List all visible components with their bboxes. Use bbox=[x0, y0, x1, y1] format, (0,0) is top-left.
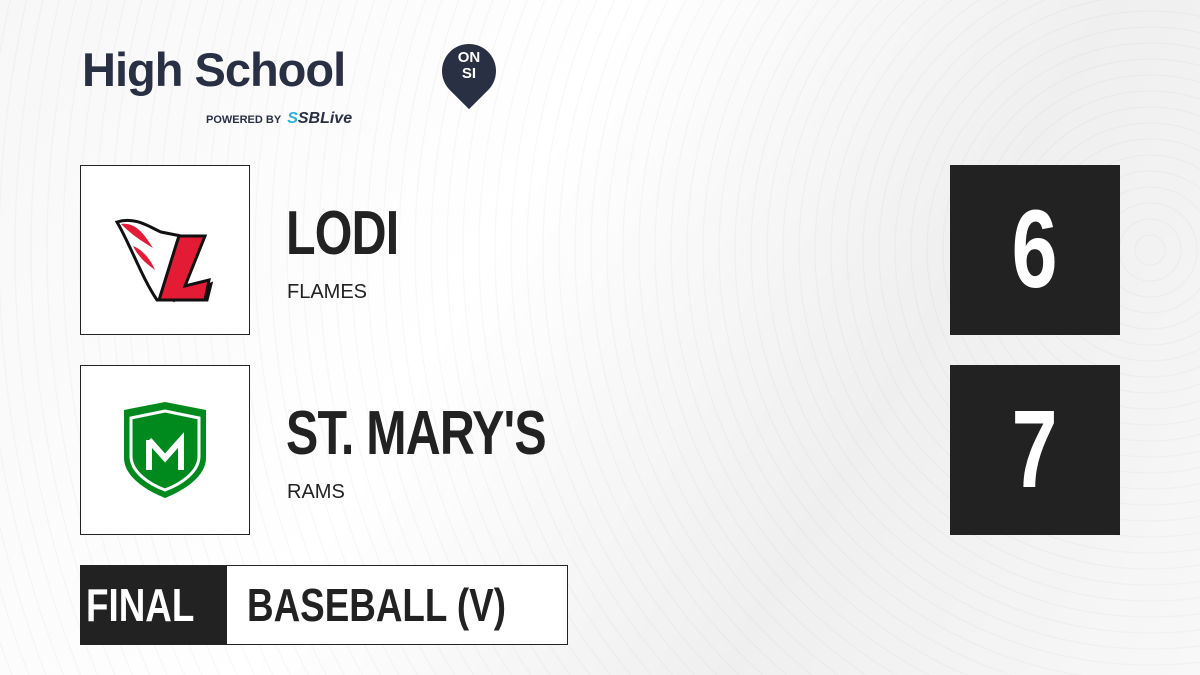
score-value: 7 bbox=[1012, 388, 1058, 511]
team-name: ST. MARY'S bbox=[286, 399, 547, 468]
sblive-logo: SSBLive bbox=[287, 110, 352, 127]
team-logo-lodi bbox=[80, 165, 250, 335]
team-name: LODI bbox=[286, 199, 399, 268]
on-si-badge: ON SI bbox=[442, 50, 496, 82]
team-score: 6 bbox=[950, 165, 1120, 335]
badge-top: ON bbox=[457, 49, 481, 66]
powered-by-label: POWERED BY bbox=[206, 114, 282, 126]
game-status-bar: FINAL BASEBALL (V) bbox=[80, 565, 568, 645]
logo-title: High School bbox=[82, 43, 346, 96]
powered-by: POWERED BY SSBLive bbox=[206, 110, 352, 128]
sport-text: BASEBALL (V) bbox=[247, 579, 506, 631]
sblive-name: SBLive bbox=[297, 110, 353, 127]
badge-bottom: SI bbox=[461, 65, 477, 82]
high-school-on-si-logo: High School ON SI POWERED BY SSBLive bbox=[82, 32, 508, 127]
status-label: FINAL bbox=[86, 579, 195, 631]
team-mascot: RAMS bbox=[287, 481, 345, 503]
sport-label: BASEBALL (V) bbox=[227, 566, 567, 644]
final-badge: FINAL bbox=[81, 566, 227, 644]
team-mascot: FLAMES bbox=[287, 281, 368, 303]
score-value: 6 bbox=[1012, 188, 1058, 311]
team-score: 7 bbox=[950, 365, 1120, 535]
team-logo-st-marys bbox=[80, 365, 250, 535]
sblive-prefix: S bbox=[287, 110, 298, 127]
